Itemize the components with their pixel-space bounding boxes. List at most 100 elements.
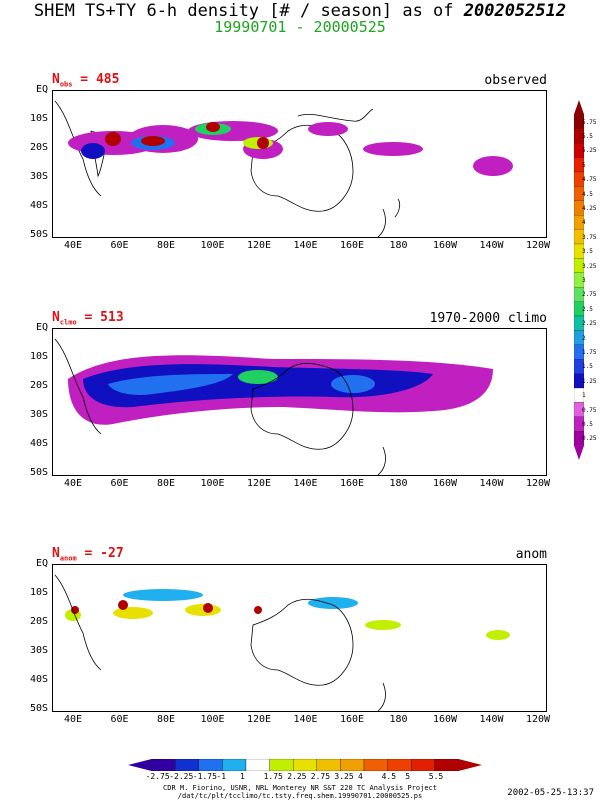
lon-label: 40E bbox=[63, 240, 83, 251]
lat-label: 20S bbox=[29, 142, 48, 153]
colorbar-horizontal-swatch bbox=[434, 759, 459, 771]
colorbar-horizontal-swatch bbox=[245, 759, 270, 771]
lat-label: 20S bbox=[29, 380, 48, 391]
colorbar-horizontal-swatch bbox=[222, 759, 247, 771]
colorbar-horizontal-swatch bbox=[151, 759, 176, 771]
lat-label: 30S bbox=[29, 171, 48, 182]
map-frame-observed bbox=[52, 90, 547, 238]
lat-label: 40S bbox=[29, 674, 48, 685]
colorbar-horizontal-tick: 5.5 bbox=[428, 772, 444, 781]
lon-label: 140W bbox=[479, 478, 504, 489]
panel-label-anom: anom bbox=[515, 547, 547, 562]
colorbar-horizontal-swatch bbox=[293, 759, 317, 771]
timestamp: 2002-05-25-13:37 bbox=[507, 788, 594, 798]
lon-label: 180 bbox=[389, 240, 408, 251]
density-blobs-anom bbox=[65, 589, 510, 640]
colorbar-horizontal-swatch bbox=[269, 759, 294, 771]
lon-label: 120W bbox=[525, 478, 551, 489]
colorbar-horizontal-tick: 5 bbox=[405, 772, 411, 781]
colorbar-horizontal-left-triangle bbox=[128, 759, 152, 771]
lon-label: 160W bbox=[432, 714, 458, 725]
lon-label: 40E bbox=[63, 478, 83, 489]
lon-label: 160W bbox=[432, 478, 458, 489]
footer-path: /dat/tc/plt/tcclimo/tc.tsty.freq.shem.19… bbox=[177, 792, 423, 800]
density-blobs-climo bbox=[68, 355, 493, 425]
lon-label: 140E bbox=[293, 240, 318, 251]
colorbar-vertical-tick: 5.75 bbox=[582, 118, 597, 126]
lat-label: EQ bbox=[35, 322, 48, 333]
figure-subtitle: 19990701 - 20000525 bbox=[214, 18, 386, 36]
lon-label: 100E bbox=[200, 478, 225, 489]
density-map-climo bbox=[54, 338, 493, 475]
density-blobs-observed bbox=[68, 121, 513, 176]
colorbar-horizontal-swatch bbox=[340, 759, 365, 771]
footer-credit: CDR M. Fiorino, USNR, NRL Monterey NR S&… bbox=[163, 784, 437, 792]
density-map-anom bbox=[54, 574, 510, 711]
count-label-observed: Nobs = 485 bbox=[52, 72, 120, 89]
colorbar-horizontal-tick: 1 bbox=[240, 772, 245, 781]
colorbar-vertical-tick: 3.5 bbox=[582, 248, 593, 256]
lat-label: 10S bbox=[29, 587, 48, 598]
lat-label: 30S bbox=[29, 409, 48, 420]
lon-label: 160W bbox=[432, 240, 458, 251]
lon-label: 140E bbox=[293, 714, 318, 725]
colorbar-horizontal-swatch bbox=[411, 759, 435, 771]
colorbar-vertical-tick: 5.5 bbox=[582, 133, 593, 140]
lon-label: 60E bbox=[110, 714, 129, 725]
colorbar-horizontal-swatch bbox=[316, 759, 341, 771]
colorbar-vertical-tick: 4 bbox=[582, 219, 586, 227]
colorbar-horizontal-right-triangle bbox=[458, 759, 482, 771]
lat-label: 40S bbox=[29, 200, 48, 211]
colorbar-horizontal-tick: -2.25 bbox=[169, 772, 194, 781]
density-map-observed bbox=[54, 100, 513, 237]
map-frame-climo bbox=[52, 328, 547, 476]
colorbar-vertical-tick: 5 bbox=[582, 161, 586, 169]
lon-label: 160E bbox=[339, 240, 365, 251]
lat-label: 50S bbox=[29, 229, 48, 240]
colorbar-horizontal-tick: -1.75 bbox=[192, 772, 217, 781]
colorbar-vertical-tick: 2.5 bbox=[582, 305, 593, 313]
panel-label-climo: 1970-2000 climo bbox=[429, 311, 547, 326]
colorbar-horizontal-swatch bbox=[387, 759, 412, 771]
lat-label: 10S bbox=[29, 113, 48, 124]
colorbar-vertical-tick: 0.5 bbox=[582, 421, 593, 428]
lon-label: 160E bbox=[339, 478, 365, 489]
lat-label: 50S bbox=[29, 467, 48, 478]
lon-label: 180 bbox=[389, 478, 408, 489]
count-label-climo: Nclmo = 513 bbox=[52, 310, 124, 327]
colorbar-vertical-tick: 3.25 bbox=[582, 262, 597, 270]
lon-label: 80E bbox=[156, 714, 176, 725]
lat-label: EQ bbox=[35, 558, 48, 569]
lon-label: 100E bbox=[200, 240, 225, 251]
lon-label: 100E bbox=[200, 714, 225, 725]
colorbar-horizontal-tick: 1.75 bbox=[263, 772, 283, 781]
colorbar-vertical-tick: 1.5 bbox=[582, 363, 593, 371]
colorbar-vertical-tick: 0.75 bbox=[582, 406, 597, 414]
colorbar-vertical-tick: 5.25 bbox=[582, 147, 597, 155]
colorbar-horizontal-swatch bbox=[198, 759, 223, 771]
colorbar-horizontal-swatch bbox=[175, 759, 199, 771]
lon-label: 120E bbox=[246, 714, 272, 725]
lon-label: 60E bbox=[110, 240, 129, 251]
colorbar-vertical-tick: 1 bbox=[582, 392, 586, 400]
panel-climo: Nclmo = 513 1970-2000 climo bbox=[0, 308, 600, 548]
colorbar-horizontal-tick: 4 bbox=[358, 772, 363, 781]
colorbar-vertical-tick: 1.75 bbox=[582, 349, 597, 356]
count-label-anom: Nanom = -27 bbox=[52, 546, 124, 563]
lon-label: 160E bbox=[339, 714, 365, 725]
lat-label: EQ bbox=[35, 84, 48, 95]
map-frame-anom bbox=[52, 564, 547, 712]
colorbar-horizontal-tick: 2.75 bbox=[310, 772, 331, 781]
colorbar-vertical-tick: 1.25 bbox=[582, 377, 597, 385]
lon-label: 140W bbox=[479, 714, 504, 725]
lon-label: 60E bbox=[110, 478, 129, 489]
colorbar-horizontal-tick: 3.25 bbox=[334, 772, 354, 781]
colorbar-vertical-tick: 3 bbox=[582, 277, 586, 284]
lon-label: 120E bbox=[246, 240, 272, 251]
lon-label: 40E bbox=[63, 714, 83, 725]
lon-label: 120E bbox=[246, 478, 272, 489]
panel-observed: Nobs = 485 observed bbox=[0, 70, 600, 310]
panel-anom: Nanom = -27 anom bbox=[0, 544, 600, 784]
lat-label: 40S bbox=[29, 438, 48, 449]
lat-label: 10S bbox=[29, 351, 48, 362]
